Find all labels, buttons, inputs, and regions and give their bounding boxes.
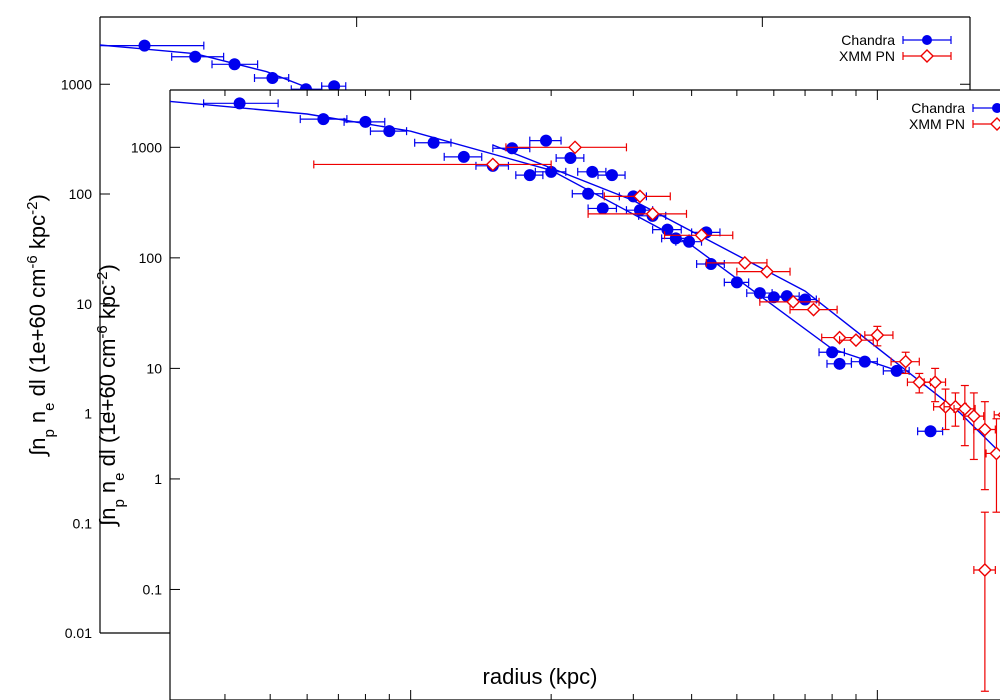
xmm-data-point [928, 375, 943, 390]
chandra-data-point [189, 50, 202, 63]
x-axis-label: radius (kpc) [483, 664, 598, 689]
chandra-data-point [233, 97, 246, 110]
y-tick-label: 1000 [131, 139, 162, 155]
chandra-data-point [523, 169, 536, 182]
xmm-data-point [806, 302, 821, 317]
chandra-fit-line [492, 144, 1000, 454]
chandra-data-point [683, 235, 696, 248]
chandra-data-point [564, 152, 577, 165]
chandra-data-point [826, 346, 839, 359]
xmm-data-point [848, 333, 863, 348]
xmm-data-point [737, 255, 752, 270]
y-axis-label-part: -2 [94, 272, 111, 285]
y-axis-label-part: p [111, 499, 128, 507]
legend-marker-xmm [920, 49, 934, 63]
xmm-data-point [966, 409, 981, 424]
xmm-data-point [568, 140, 583, 155]
legend-label: XMM PN [839, 48, 895, 64]
y-axis-label-part: p [41, 429, 58, 437]
chandra-data-point [799, 293, 812, 306]
plot-content [170, 97, 1000, 692]
y-tick-label: 100 [139, 250, 163, 266]
chandra-data-point [506, 142, 519, 155]
xmm-data-point [632, 189, 647, 204]
y-axis-label-part: -2 [24, 202, 41, 215]
xmm-data-point [948, 399, 963, 414]
legend-marker-xmm [990, 117, 1000, 131]
y-axis-label: ∫np ne dl (1e+60 cm-6 kpc-2) [94, 264, 128, 528]
y-axis-label-part: -6 [24, 255, 41, 268]
chandra-data-point [228, 58, 241, 71]
y-axis-label-part: dl (1e+60 cm [25, 269, 50, 403]
xmm-data-point [957, 401, 972, 416]
legend-label: Chandra [911, 100, 965, 116]
chandra-data-point [138, 39, 151, 52]
y-tick-label: 0.1 [73, 515, 93, 531]
legend-label: XMM PN [909, 116, 965, 132]
chandra-data-point [383, 125, 396, 138]
y-tick-label: 0.01 [65, 625, 92, 641]
y-axis-label-part: -6 [94, 325, 111, 338]
front-panel: 0.111010010001001000radius (kpc)∫np ne d… [94, 89, 1000, 700]
chandra-data-point [661, 223, 674, 236]
y-tick-label: 0.1 [143, 581, 163, 597]
y-tick-label: 1 [84, 406, 92, 422]
chandra-data-point [730, 276, 743, 289]
y-axis-label-part: n [95, 481, 120, 499]
chandra-data-point [858, 355, 871, 368]
y-axis-label-part: kpc [25, 215, 50, 255]
y-axis-label-part: e [111, 472, 128, 480]
chandra-data-point [427, 136, 440, 149]
y-axis-label-part: ) [95, 264, 120, 271]
xmm-data-point [786, 294, 801, 309]
xmm-data-point [989, 446, 1000, 461]
xmm-data-point [977, 563, 992, 577]
chandra-data-point [704, 257, 717, 270]
chandra-data-point [540, 134, 553, 147]
xmm-data-point [898, 354, 913, 369]
y-axis-label-part: ) [25, 194, 50, 201]
xmm-data-point [645, 206, 660, 221]
legend-marker-chandra [992, 103, 1000, 113]
xmm-data-point [977, 422, 992, 437]
xmm-data-point [485, 157, 500, 172]
xmm-data-point [694, 228, 709, 243]
chandra-data-point [833, 357, 846, 370]
chandra-data-point [605, 169, 618, 182]
xmm-data-point [759, 264, 774, 279]
chandra-data-point [317, 113, 330, 126]
y-axis-label-part: dl (1e+60 cm [95, 339, 120, 473]
y-tick-label: 100 [69, 186, 93, 202]
chandra-data-point [359, 115, 372, 128]
chandra-data-point [266, 72, 279, 85]
legend-label: Chandra [841, 32, 895, 48]
chandra-data-point [457, 150, 470, 163]
chandra-data-point [582, 187, 595, 200]
y-tick-label: 10 [146, 360, 162, 376]
chandra-data-point [586, 165, 599, 178]
xmm-data-point [870, 328, 885, 343]
y-axis-label-part: ∫n [95, 508, 120, 528]
y-tick-label: 1000 [61, 76, 92, 92]
y-tick-label: 1 [154, 471, 162, 487]
chandra-data-point [924, 425, 937, 438]
y-axis-label: ∫np ne dl (1e+60 cm-6 kpc-2) [24, 194, 58, 458]
y-axis-label-part: ∫n [25, 438, 50, 458]
xmm-data-point [912, 375, 927, 390]
chandra-data-point [596, 202, 609, 215]
y-tick-label: 10 [76, 296, 92, 312]
legend-marker-chandra [922, 35, 932, 45]
chandra-data-point [890, 364, 903, 377]
y-axis-label-part: n [25, 411, 50, 429]
y-axis-label-part: e [41, 402, 58, 410]
y-axis-label-part: kpc [95, 285, 120, 325]
